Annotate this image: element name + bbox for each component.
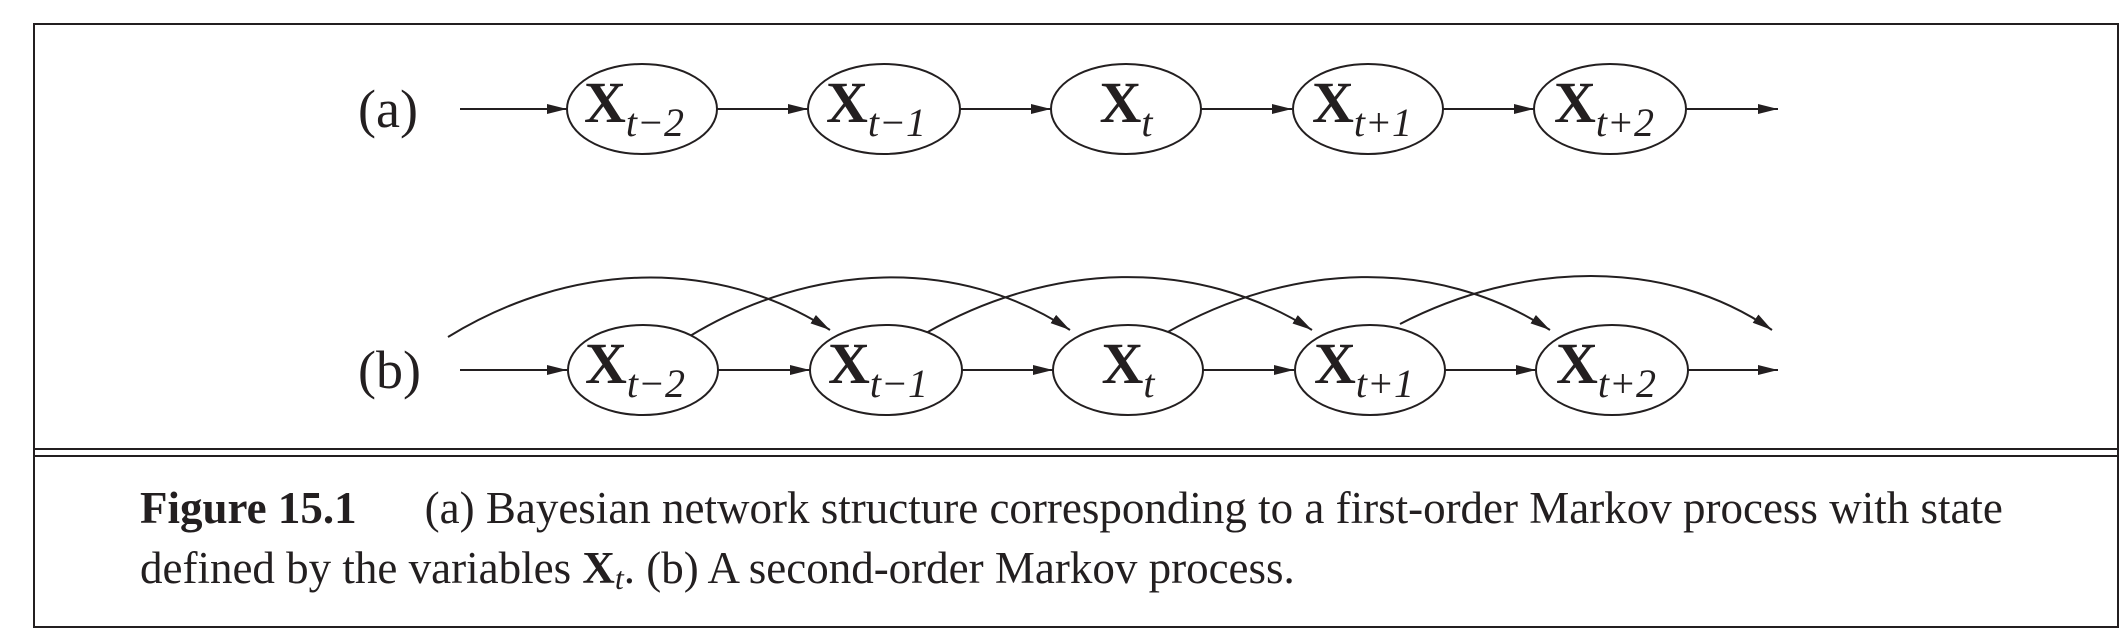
panel-label-b: (b) (358, 340, 421, 400)
node-b-4: Xt+1 (1294, 324, 1446, 416)
svg-text:Xt+1: Xt+1 (1312, 70, 1412, 145)
node-b-5: Xt+2 (1535, 324, 1689, 416)
svg-text:Xt−1: Xt−1 (826, 70, 926, 145)
svg-text:Xt+1: Xt+1 (1314, 331, 1414, 406)
svg-text:Xt+2: Xt+2 (1554, 70, 1654, 145)
panel-b: (b) Xt−2 Xt−1 (358, 275, 1778, 416)
caption-text-part2: . (b) A second-order Markov process. (623, 543, 1295, 593)
skip-arc-b-1 (447, 276, 831, 338)
node-a-5: Xt+2 (1533, 63, 1687, 155)
node-a-3: Xt (1050, 63, 1202, 155)
node-a-2: Xt−1 (807, 63, 961, 155)
node-a-4: Xt+1 (1292, 63, 1444, 155)
svg-text:Xt−1: Xt−1 (828, 331, 928, 406)
svg-text:Xt−2: Xt−2 (584, 70, 684, 145)
caption-var: X (582, 543, 615, 593)
skip-arc-b-5 (1399, 275, 1773, 331)
figure-frame (33, 23, 2119, 628)
svg-text:Xt: Xt (1101, 331, 1155, 406)
node-b-1: Xt−2 (567, 324, 719, 416)
caption-text-part1: (a) Bayesian network structure correspon… (140, 483, 2003, 593)
panel-a: (a) Xt−2 Xt−1 Xt (358, 63, 1778, 155)
skip-arc-b-2 (689, 276, 1071, 337)
svg-text:Xt: Xt (1099, 70, 1153, 145)
node-b-2: Xt−1 (809, 324, 963, 416)
panel-label-a: (a) (358, 79, 418, 139)
skip-arc-b-4 (1165, 276, 1551, 334)
svg-text:Xt−2: Xt−2 (585, 331, 685, 406)
skip-arcs-b (447, 275, 1773, 338)
node-a-1: Xt−2 (566, 63, 718, 155)
skip-arc-b-3 (925, 276, 1313, 334)
caption-var-sub: t (614, 560, 624, 596)
svg-text:Xt+2: Xt+2 (1556, 331, 1656, 406)
node-b-3: Xt (1052, 324, 1204, 416)
caption-title: Figure 15.1 (140, 483, 357, 533)
figure-caption: Figure 15.1 (a) Bayesian network structur… (140, 478, 2100, 608)
